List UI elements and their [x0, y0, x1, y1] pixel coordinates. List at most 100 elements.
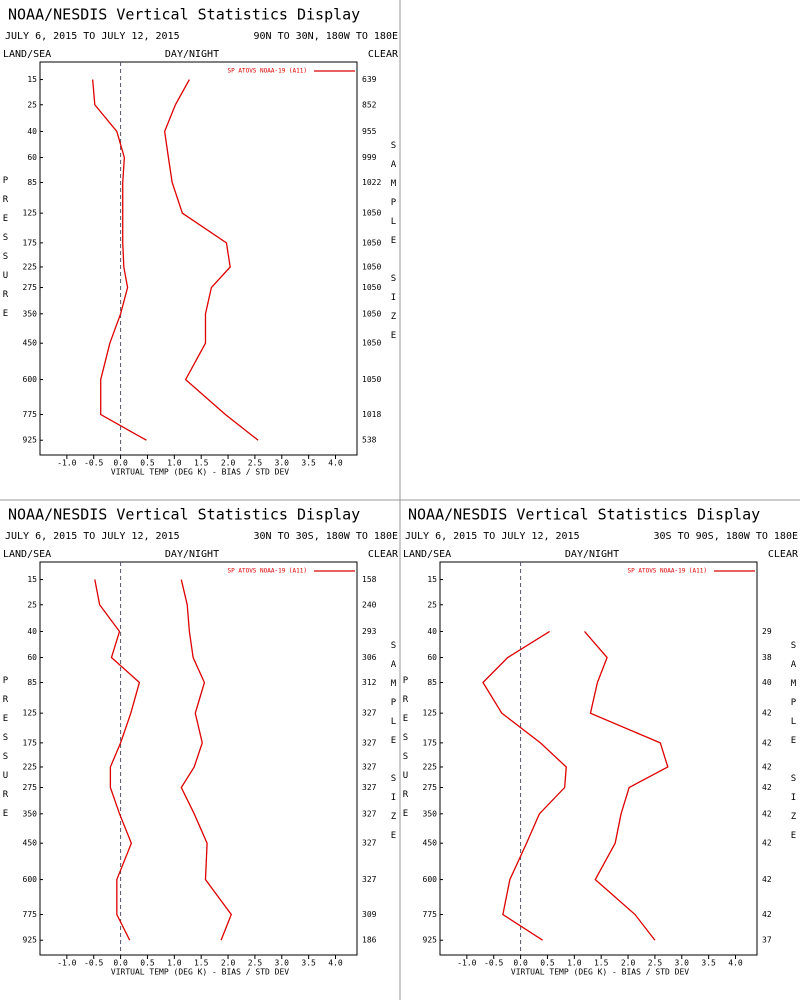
y2-axis-label: SAMPLE SIZE	[389, 641, 399, 850]
y-tick-label: 450	[23, 339, 38, 348]
x-tick-label: 2.5	[248, 959, 263, 968]
y-axis-label: PRESSURE	[1, 676, 11, 828]
x-tick-label: 1.0	[167, 459, 182, 468]
y-tick-label: 350	[23, 809, 38, 818]
y-tick-label: 85	[427, 678, 437, 687]
sample-size-label: 37	[762, 936, 772, 945]
sample-size-label: 1050	[362, 262, 381, 271]
y-tick-label: 275	[23, 283, 38, 292]
x-tick-label: 2.0	[221, 459, 236, 468]
y-tick-label: 225	[23, 762, 38, 771]
y-tick-label: 350	[23, 309, 38, 318]
x-tick-label: 0.5	[140, 459, 155, 468]
y2-axis-label: SAMPLE SIZE	[389, 141, 399, 350]
sample-size-label: 327	[362, 809, 377, 818]
plot-frame	[439, 561, 758, 956]
y-tick-label: 40	[27, 627, 37, 636]
plot-frame	[39, 561, 358, 956]
x-tick-label: 3.0	[275, 459, 290, 468]
x-axis-label: VIRTUAL TEMP (DEG K) - BIAS / STD DEV	[511, 968, 689, 977]
sample-size-label: 999	[362, 153, 377, 162]
land-sea: LAND/SEA	[403, 549, 451, 560]
x-tick-label: 2.0	[621, 959, 636, 968]
x-tick-label: 3.0	[275, 959, 290, 968]
sample-size-label: 1018	[362, 410, 381, 419]
chart-title: NOAA/NESDIS Vertical Statistics Display	[8, 506, 360, 524]
sample-size-label: 1050	[362, 375, 381, 384]
x-tick-label: 1.5	[194, 459, 209, 468]
x-tick-label: 1.0	[567, 959, 582, 968]
x-tick-label: 1.5	[594, 959, 609, 968]
x-tick-label: -1.0	[457, 959, 476, 968]
sample-size-label: 312	[362, 678, 377, 687]
sample-size-label: 306	[362, 653, 377, 662]
sample-size-label: 327	[362, 738, 377, 747]
sample-size-label: 538	[362, 436, 377, 445]
sample-size-label: 1050	[362, 339, 381, 348]
sample-size-label: 852	[362, 100, 377, 109]
x-tick-label: -0.5	[84, 459, 103, 468]
chart-panel: NOAA/NESDIS Vertical Statistics Display J…	[1, 6, 399, 477]
y-tick-label: 175	[23, 738, 38, 747]
sample-size-label: 293	[362, 627, 377, 636]
y-tick-label: 225	[423, 762, 438, 771]
date-range: JULY 6, 2015 TO JULY 12, 2015	[5, 31, 180, 42]
x-tick-label: 3.5	[301, 459, 316, 468]
y-tick-label: 925	[23, 436, 38, 445]
y-tick-label: 775	[23, 910, 38, 919]
region: 90N TO 30N, 180W TO 180E	[254, 31, 399, 42]
y-tick-label: 25	[27, 600, 37, 609]
y-tick-label: 450	[423, 839, 438, 848]
y-tick-label: 125	[23, 709, 38, 718]
y-tick-label: 275	[423, 783, 438, 792]
x-tick-label: 0.5	[140, 959, 155, 968]
y-tick-label: 600	[423, 875, 438, 884]
y-tick-label: 60	[27, 153, 37, 162]
plot-frame	[39, 61, 358, 456]
land-sea: LAND/SEA	[3, 549, 51, 560]
sample-size-label: 639	[362, 75, 377, 84]
y-tick-label: 85	[27, 678, 37, 687]
y-tick-label: 25	[27, 100, 37, 109]
y-tick-label: 15	[27, 575, 37, 584]
sample-size-label: 1050	[362, 238, 381, 247]
x-tick-label: 1.0	[167, 959, 182, 968]
legend-label: SP ATOVS NOAA-19 (A11)	[228, 68, 307, 75]
x-tick-label: 0.0	[113, 459, 128, 468]
region: 30S TO 90S, 180W TO 180E	[654, 531, 799, 542]
sample-size-label: 327	[362, 839, 377, 848]
y-tick-label: 925	[423, 936, 438, 945]
bias-line	[92, 79, 147, 441]
y-tick-label: 450	[23, 839, 38, 848]
date-range: JULY 6, 2015 TO JULY 12, 2015	[405, 531, 580, 542]
x-axis-label: VIRTUAL TEMP (DEG K) - BIAS / STD DEV	[111, 468, 289, 477]
y-tick-label: 15	[27, 75, 37, 84]
x-tick-label: -1.0	[57, 959, 76, 968]
sample-size-label: 42	[762, 709, 772, 718]
std-dev-line	[163, 79, 259, 441]
day-night: DAY/NIGHT	[565, 549, 619, 560]
x-tick-label: 4.0	[328, 959, 343, 968]
y-tick-label: 125	[423, 709, 438, 718]
x-tick-label: 0.0	[113, 959, 128, 968]
legend-label: SP ATOVS NOAA-19 (A11)	[228, 568, 307, 575]
sample-size-label: 327	[362, 783, 377, 792]
y-tick-label: 60	[427, 653, 437, 662]
sample-size-label: 42	[762, 910, 772, 919]
x-tick-label: 4.0	[328, 459, 343, 468]
std-dev-line	[180, 579, 233, 941]
chart-title: NOAA/NESDIS Vertical Statistics Display	[408, 506, 760, 524]
y-axis-label: PRESSURE	[401, 676, 411, 828]
y-axis-label: PRESSURE	[1, 176, 11, 328]
std-dev-line	[584, 631, 669, 941]
x-tick-label: 0.0	[513, 959, 528, 968]
chart-panel: NOAA/NESDIS Vertical Statistics Display J…	[1, 506, 399, 977]
sample-size-label: 327	[362, 875, 377, 884]
sample-size-label: 240	[362, 600, 377, 609]
sample-size-label: 42	[762, 762, 772, 771]
clear: CLEAR	[368, 49, 399, 60]
x-tick-label: -1.0	[57, 459, 76, 468]
y-tick-label: 925	[23, 936, 38, 945]
sample-size-label: 40	[762, 678, 772, 687]
y-tick-label: 125	[23, 209, 38, 218]
